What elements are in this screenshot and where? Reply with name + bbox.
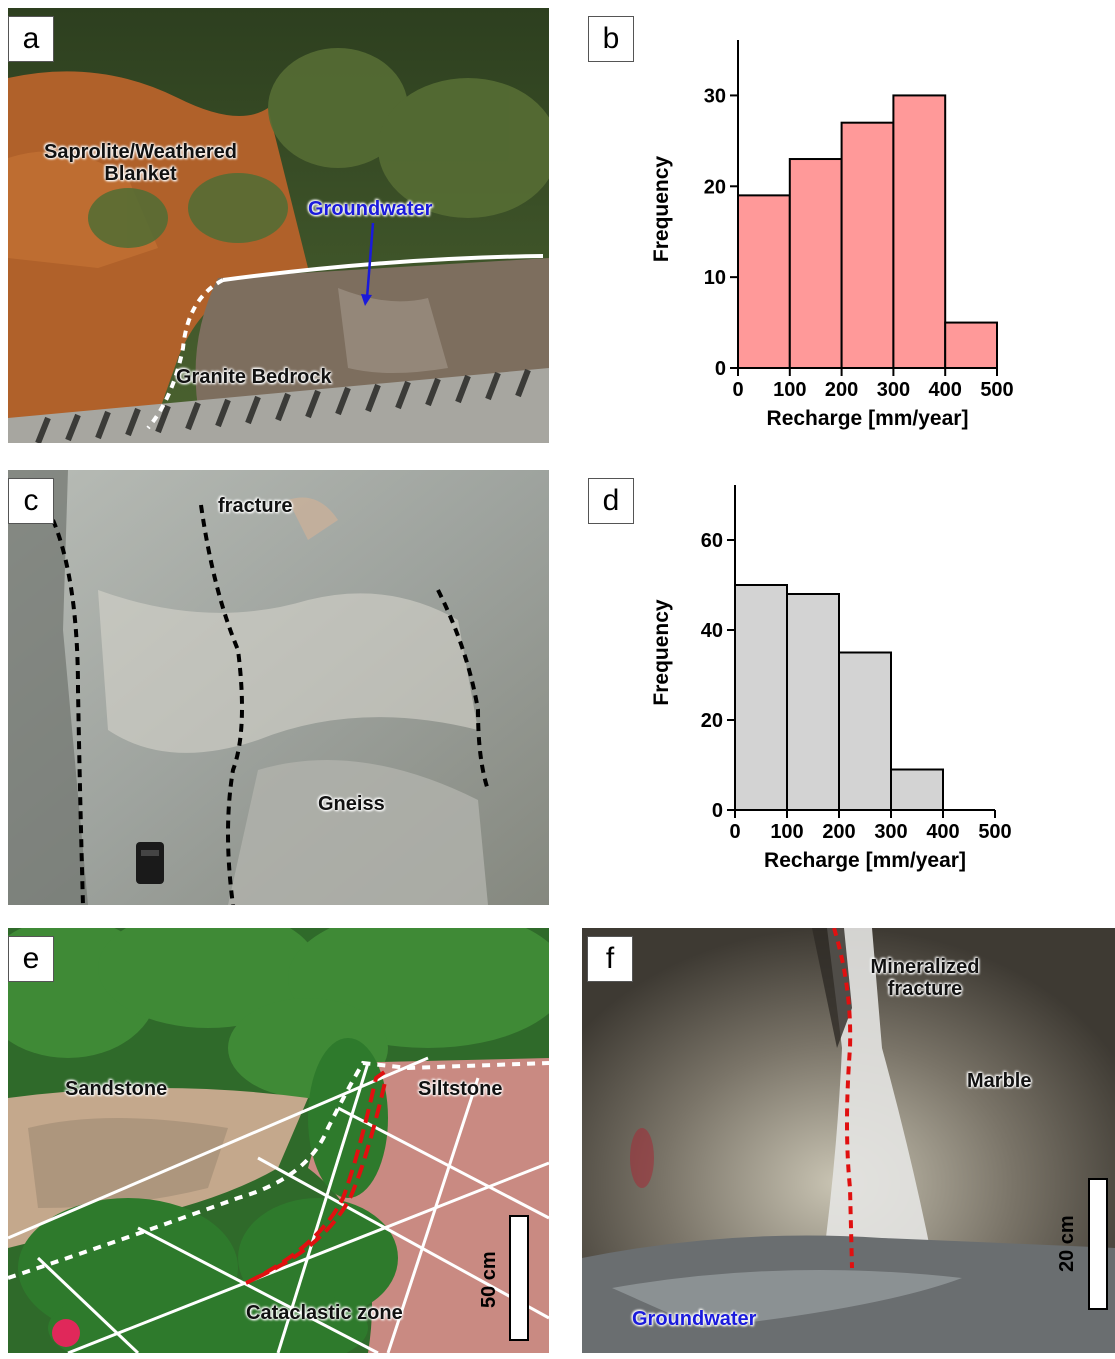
y-tick-label: 60	[701, 530, 723, 552]
x-tick-label: 200	[825, 379, 858, 401]
groundwater-annotation-f: Groundwater	[632, 1308, 757, 1330]
panel-b-chart: 0 10 20 30 0 100 200 300 400 500 Recharge [mm/year…	[585, 8, 1035, 458]
histogram-bar	[838, 651, 892, 811]
panel-c-photo: c fracture Gneiss	[8, 470, 549, 905]
marble-cave-photo	[582, 928, 1115, 1353]
panel-e-photo: e Sandstone Siltstone Cataclastic zone 5…	[8, 928, 549, 1353]
histogram-bar	[788, 158, 843, 369]
panel-d-chart: 0 20 40 60 0 100 200 300 400 500 Recharge [mm/year…	[585, 470, 1035, 890]
panel-d-label: d	[588, 478, 634, 524]
y-tick-label: 40	[701, 620, 723, 642]
panel-c-label: c	[8, 478, 54, 524]
x-tick-label: 400	[929, 379, 962, 401]
siltstone-annotation: Siltstone	[418, 1078, 503, 1100]
x-tick-label: 400	[926, 821, 959, 843]
granite-bedrock-annotation: Granite Bedrock	[176, 366, 332, 388]
x-tick-label: 100	[773, 379, 806, 401]
cataclastic-zone-annotation: Cataclastic zone	[246, 1302, 403, 1324]
histogram-bar	[840, 121, 895, 369]
panel-f-label: f	[587, 936, 633, 982]
x-axis-label: Recharge [mm/year]	[764, 849, 966, 872]
gneiss-annotation: Gneiss	[318, 793, 385, 815]
fracture-annotation: fracture	[218, 495, 293, 517]
histogram-bar	[734, 584, 788, 811]
x-tick-label: 300	[874, 821, 907, 843]
scale-bar-50cm	[509, 1215, 529, 1341]
x-axis-label: Recharge [mm/year]	[767, 407, 969, 430]
x-tick-label: 300	[877, 379, 910, 401]
groundwater-arrow	[365, 222, 375, 299]
granite-outcrop-photo	[8, 8, 549, 443]
groundwater-annotation: Groundwater	[308, 198, 433, 220]
y-tick-label: 20	[701, 710, 723, 732]
y-tick-label: 30	[704, 85, 726, 107]
mineralized-fracture-annotation: Mineralized fracture	[870, 956, 980, 1000]
histogram-bar	[944, 321, 999, 370]
x-tick-label: 0	[729, 821, 740, 843]
scale-bar-20cm	[1088, 1178, 1108, 1310]
panel-a-photo: a Saprolite/Weathered Blanket Groundwate…	[8, 8, 549, 443]
fault-zone-outcrop-photo	[8, 928, 549, 1353]
y-tick-label: 20	[704, 176, 726, 198]
x-tick-label: 0	[732, 379, 743, 401]
y-axis-label: Frequency	[650, 599, 673, 706]
sandstone-annotation: Sandstone	[65, 1078, 168, 1100]
panel-e-label: e	[8, 936, 54, 982]
histogram-bar	[737, 194, 791, 369]
histogram-bar	[890, 768, 944, 811]
x-tick-label: 500	[978, 821, 1011, 843]
y-tick-label: 0	[715, 358, 726, 380]
y-axis-label: Frequency	[650, 156, 673, 263]
panel-a-label: a	[8, 16, 54, 62]
x-tick-label: 100	[770, 821, 803, 843]
recharge-histogram-d: 0 20 40 60 0 100 200 300 400 500 Recharge [mm/year…	[650, 485, 1012, 872]
y-tick-label: 0	[712, 800, 723, 822]
scale-label-50cm: 50 cm	[478, 1251, 500, 1308]
histogram-bar	[892, 94, 947, 370]
saprolite-annotation: Saprolite/Weathered Blanket	[43, 141, 238, 185]
x-tick-label: 200	[822, 821, 855, 843]
gneiss-outcrop-photo	[8, 470, 549, 905]
histogram-bar	[786, 593, 840, 811]
panel-b-label: b	[588, 16, 634, 62]
panel-f-photo: f Mineralized fracture Marble Groundwate…	[582, 928, 1115, 1353]
marble-annotation: Marble	[967, 1070, 1032, 1092]
x-tick-label: 500	[980, 379, 1013, 401]
y-tick-label: 10	[704, 267, 726, 289]
scale-label-20cm: 20 cm	[1056, 1215, 1078, 1272]
